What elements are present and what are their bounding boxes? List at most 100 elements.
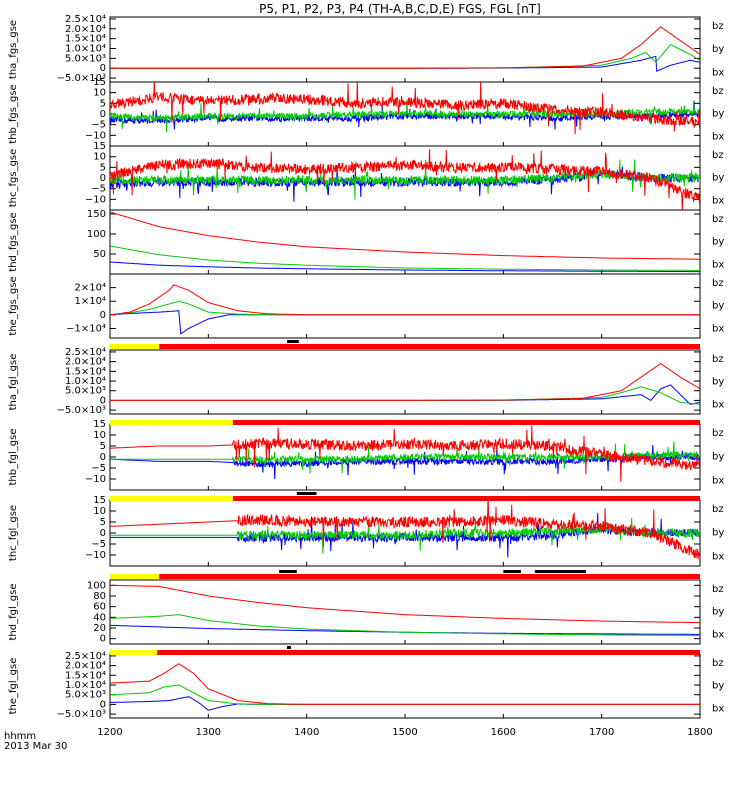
- y-tick-label: 80: [93, 591, 106, 602]
- legend-bz: bz: [712, 86, 724, 97]
- y-tick-label: 15: [93, 419, 106, 430]
- legend-bz: bz: [712, 278, 724, 289]
- legend-bz: bz: [712, 21, 724, 32]
- y-tick-label: −5: [91, 463, 106, 474]
- y-tick-label: −10: [85, 194, 106, 205]
- x-tick-label: 1600: [491, 727, 516, 738]
- panel-ylabel: tha_fgs_gse: [8, 20, 19, 79]
- series-line-bz: [110, 211, 700, 260]
- panel-ylabel: thd_fgl_gse: [8, 584, 19, 641]
- legend-by: by: [712, 528, 724, 539]
- series-line-bz: [110, 26, 700, 69]
- state-bar-mark: [296, 492, 317, 495]
- legend-bx: bx: [712, 131, 724, 142]
- legend-bz: bz: [712, 150, 724, 161]
- panel-ylabel: thb_fgs_gse: [8, 84, 19, 143]
- series-line-bz: [110, 425, 700, 482]
- legend-bz: bz: [712, 504, 724, 515]
- legend-by: by: [712, 173, 724, 184]
- state-bar-segment: [232, 420, 700, 425]
- y-tick-label: −10: [85, 550, 106, 561]
- y-tick-label: 0: [100, 173, 106, 184]
- y-tick-label: 1.0×10⁴: [65, 680, 106, 691]
- legend-bz: bz: [712, 658, 724, 669]
- legend-by: by: [712, 452, 724, 463]
- y-tick-label: 100: [87, 580, 106, 591]
- legend-by: by: [712, 607, 724, 618]
- legend-bx: bx: [712, 629, 724, 640]
- y-tick-label: 10: [93, 506, 106, 517]
- y-tick-label: −5: [91, 539, 106, 550]
- y-tick-label: 1×10⁴: [75, 296, 106, 307]
- series-line-bx: [110, 696, 700, 711]
- series-line-by: [110, 43, 700, 69]
- y-tick-label: 5.0×10³: [65, 53, 106, 64]
- legend-by: by: [712, 377, 724, 388]
- panel-frame: [109, 273, 701, 339]
- series-line-bz: [110, 362, 700, 401]
- y-tick-label: 2×10⁴: [75, 283, 106, 294]
- series-line-by: [110, 300, 700, 316]
- panel-ylabel: the_fgs_gse: [8, 276, 19, 335]
- y-tick-label: 1.5×10⁴: [65, 670, 106, 681]
- state-bar-mark: [287, 340, 299, 343]
- y-tick-label: −5: [91, 184, 106, 195]
- y-tick-label: 2.5×10⁴: [65, 14, 106, 25]
- y-tick-label: 5: [100, 98, 106, 109]
- state-bar-mark: [287, 646, 291, 649]
- x-tick-label: 1400: [294, 727, 319, 738]
- series-line-by: [110, 245, 700, 271]
- series-line-by: [110, 614, 700, 636]
- y-tick-label: 5: [100, 162, 106, 173]
- chart-title: P5, P1, P2, P3, P4 (TH-A,B,C,D,E) FGS, F…: [259, 2, 541, 16]
- y-tick-label: 0: [100, 452, 106, 463]
- legend-by: by: [712, 301, 724, 312]
- y-tick-label: −5.0×10³: [57, 405, 106, 416]
- panel-frame: [109, 209, 701, 275]
- panel-ylabel: thb_fgl_gse: [8, 429, 19, 486]
- y-tick-label: 5.0×10³: [65, 386, 106, 397]
- y-tick-label: −10: [85, 130, 106, 141]
- panel-frame: [109, 349, 701, 415]
- y-tick-label: 1.5×10⁴: [65, 34, 106, 45]
- state-bar-segment: [159, 574, 700, 579]
- y-tick-label: 2.5×10⁴: [65, 651, 106, 662]
- state-bar-mark: [279, 570, 297, 573]
- series-line-bz: [110, 500, 700, 560]
- x-tick-label: 1800: [687, 727, 712, 738]
- series-line-by: [110, 386, 700, 405]
- series-line-bz: [110, 82, 700, 135]
- y-tick-label: 5: [100, 517, 106, 528]
- y-tick-label: −5: [91, 120, 106, 131]
- legend-bx: bx: [712, 259, 724, 270]
- y-tick-label: 100: [87, 229, 106, 240]
- y-tick-label: 15: [93, 495, 106, 506]
- y-tick-label: 2.0×10⁴: [65, 357, 106, 368]
- state-bar-segment: [159, 344, 700, 349]
- series-line-by: [110, 159, 700, 200]
- y-tick-label: 60: [93, 602, 106, 613]
- y-tick-label: 0: [100, 395, 106, 406]
- series-line-bx: [110, 624, 700, 635]
- state-bar-mark: [534, 570, 586, 573]
- state-bar-segment: [110, 496, 233, 501]
- state-bar-segment: [110, 420, 233, 425]
- series-line-bz: [110, 148, 700, 210]
- legend-bz: bz: [712, 584, 724, 595]
- y-tick-label: 50: [93, 249, 106, 260]
- series-line-bx: [110, 55, 700, 72]
- y-tick-label: 15: [93, 141, 106, 152]
- y-tick-label: 5: [100, 441, 106, 452]
- y-tick-label: 1.5×10⁴: [65, 366, 106, 377]
- state-bar-segment: [110, 574, 160, 579]
- panel-ylabel: thd_fgs_gse: [8, 212, 19, 271]
- y-tick-label: 0: [100, 528, 106, 539]
- series-line-bx: [110, 261, 700, 273]
- y-tick-label: −5.0×10³: [57, 709, 106, 720]
- time-axis-label-date: 2013 Mar 30: [4, 741, 67, 752]
- time-axis-label-hhmm: hhmm: [4, 731, 36, 742]
- y-tick-label: 0: [100, 109, 106, 120]
- y-tick-label: 1.0×10⁴: [65, 44, 106, 55]
- y-tick-label: −1×10⁴: [66, 323, 106, 334]
